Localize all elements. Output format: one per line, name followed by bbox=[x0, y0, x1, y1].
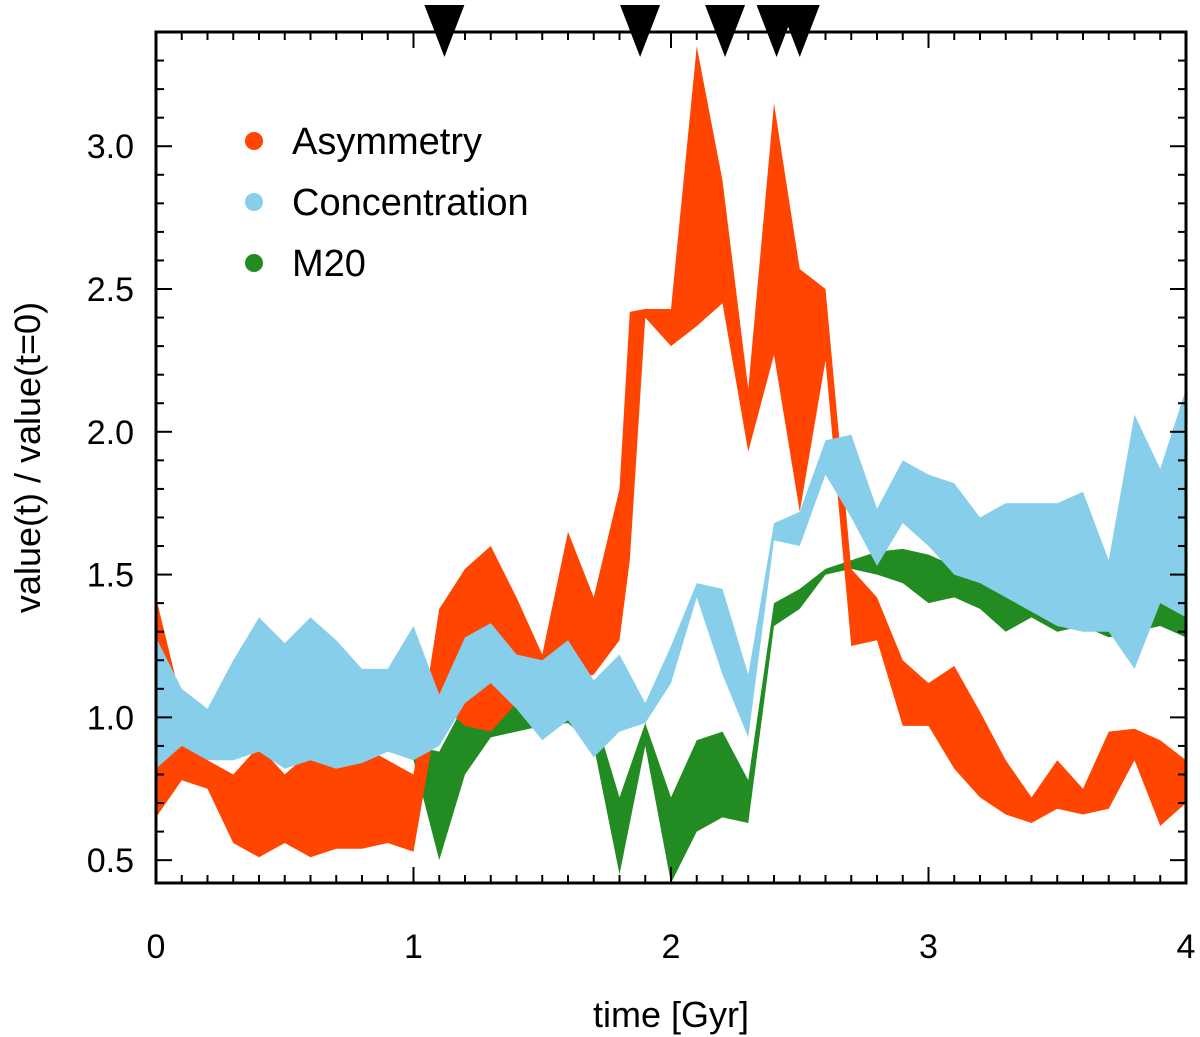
event-marker bbox=[424, 5, 465, 57]
x-tick-label: 2 bbox=[662, 928, 681, 966]
legend-marker-m20 bbox=[245, 254, 263, 272]
legend: Asymmetry Concentration M20 bbox=[245, 121, 529, 285]
legend-marker-concentration bbox=[245, 193, 263, 211]
legend-marker-asymmetry bbox=[245, 132, 263, 150]
series-layer bbox=[156, 46, 1186, 883]
y-axis-label: value(t) / value(t=0) bbox=[7, 302, 48, 613]
event-marker bbox=[620, 5, 661, 57]
axis-layer: 0 1 2 3 4 0.5 1.0 1.5 2.0 2.5 3.0 bbox=[87, 32, 1196, 966]
y-tick-label: 1.0 bbox=[87, 699, 134, 737]
event-marker bbox=[779, 5, 820, 57]
legend-label-m20: M20 bbox=[292, 243, 366, 285]
x-tick-label: 3 bbox=[919, 928, 938, 966]
x-tick-label: 1 bbox=[404, 928, 423, 966]
event-marker bbox=[705, 5, 746, 57]
x-tick-label: 0 bbox=[147, 928, 166, 966]
band-m20 bbox=[413, 548, 1186, 883]
event-markers bbox=[424, 5, 820, 57]
y-tick-label: 2.5 bbox=[87, 271, 134, 309]
y-tick-label: 2.0 bbox=[87, 414, 134, 452]
y-tick-label: 1.5 bbox=[87, 557, 134, 595]
band-asymmetry bbox=[156, 46, 1186, 858]
legend-label-asymmetry: Asymmetry bbox=[292, 121, 482, 163]
y-tick-label: 0.5 bbox=[87, 842, 134, 880]
y-tick-label: 3.0 bbox=[87, 128, 134, 166]
legend-label-concentration: Concentration bbox=[292, 182, 529, 224]
x-axis-label: time [Gyr] bbox=[593, 994, 749, 1035]
band-concentration bbox=[156, 388, 1186, 769]
x-tick-label: 4 bbox=[1177, 928, 1196, 966]
